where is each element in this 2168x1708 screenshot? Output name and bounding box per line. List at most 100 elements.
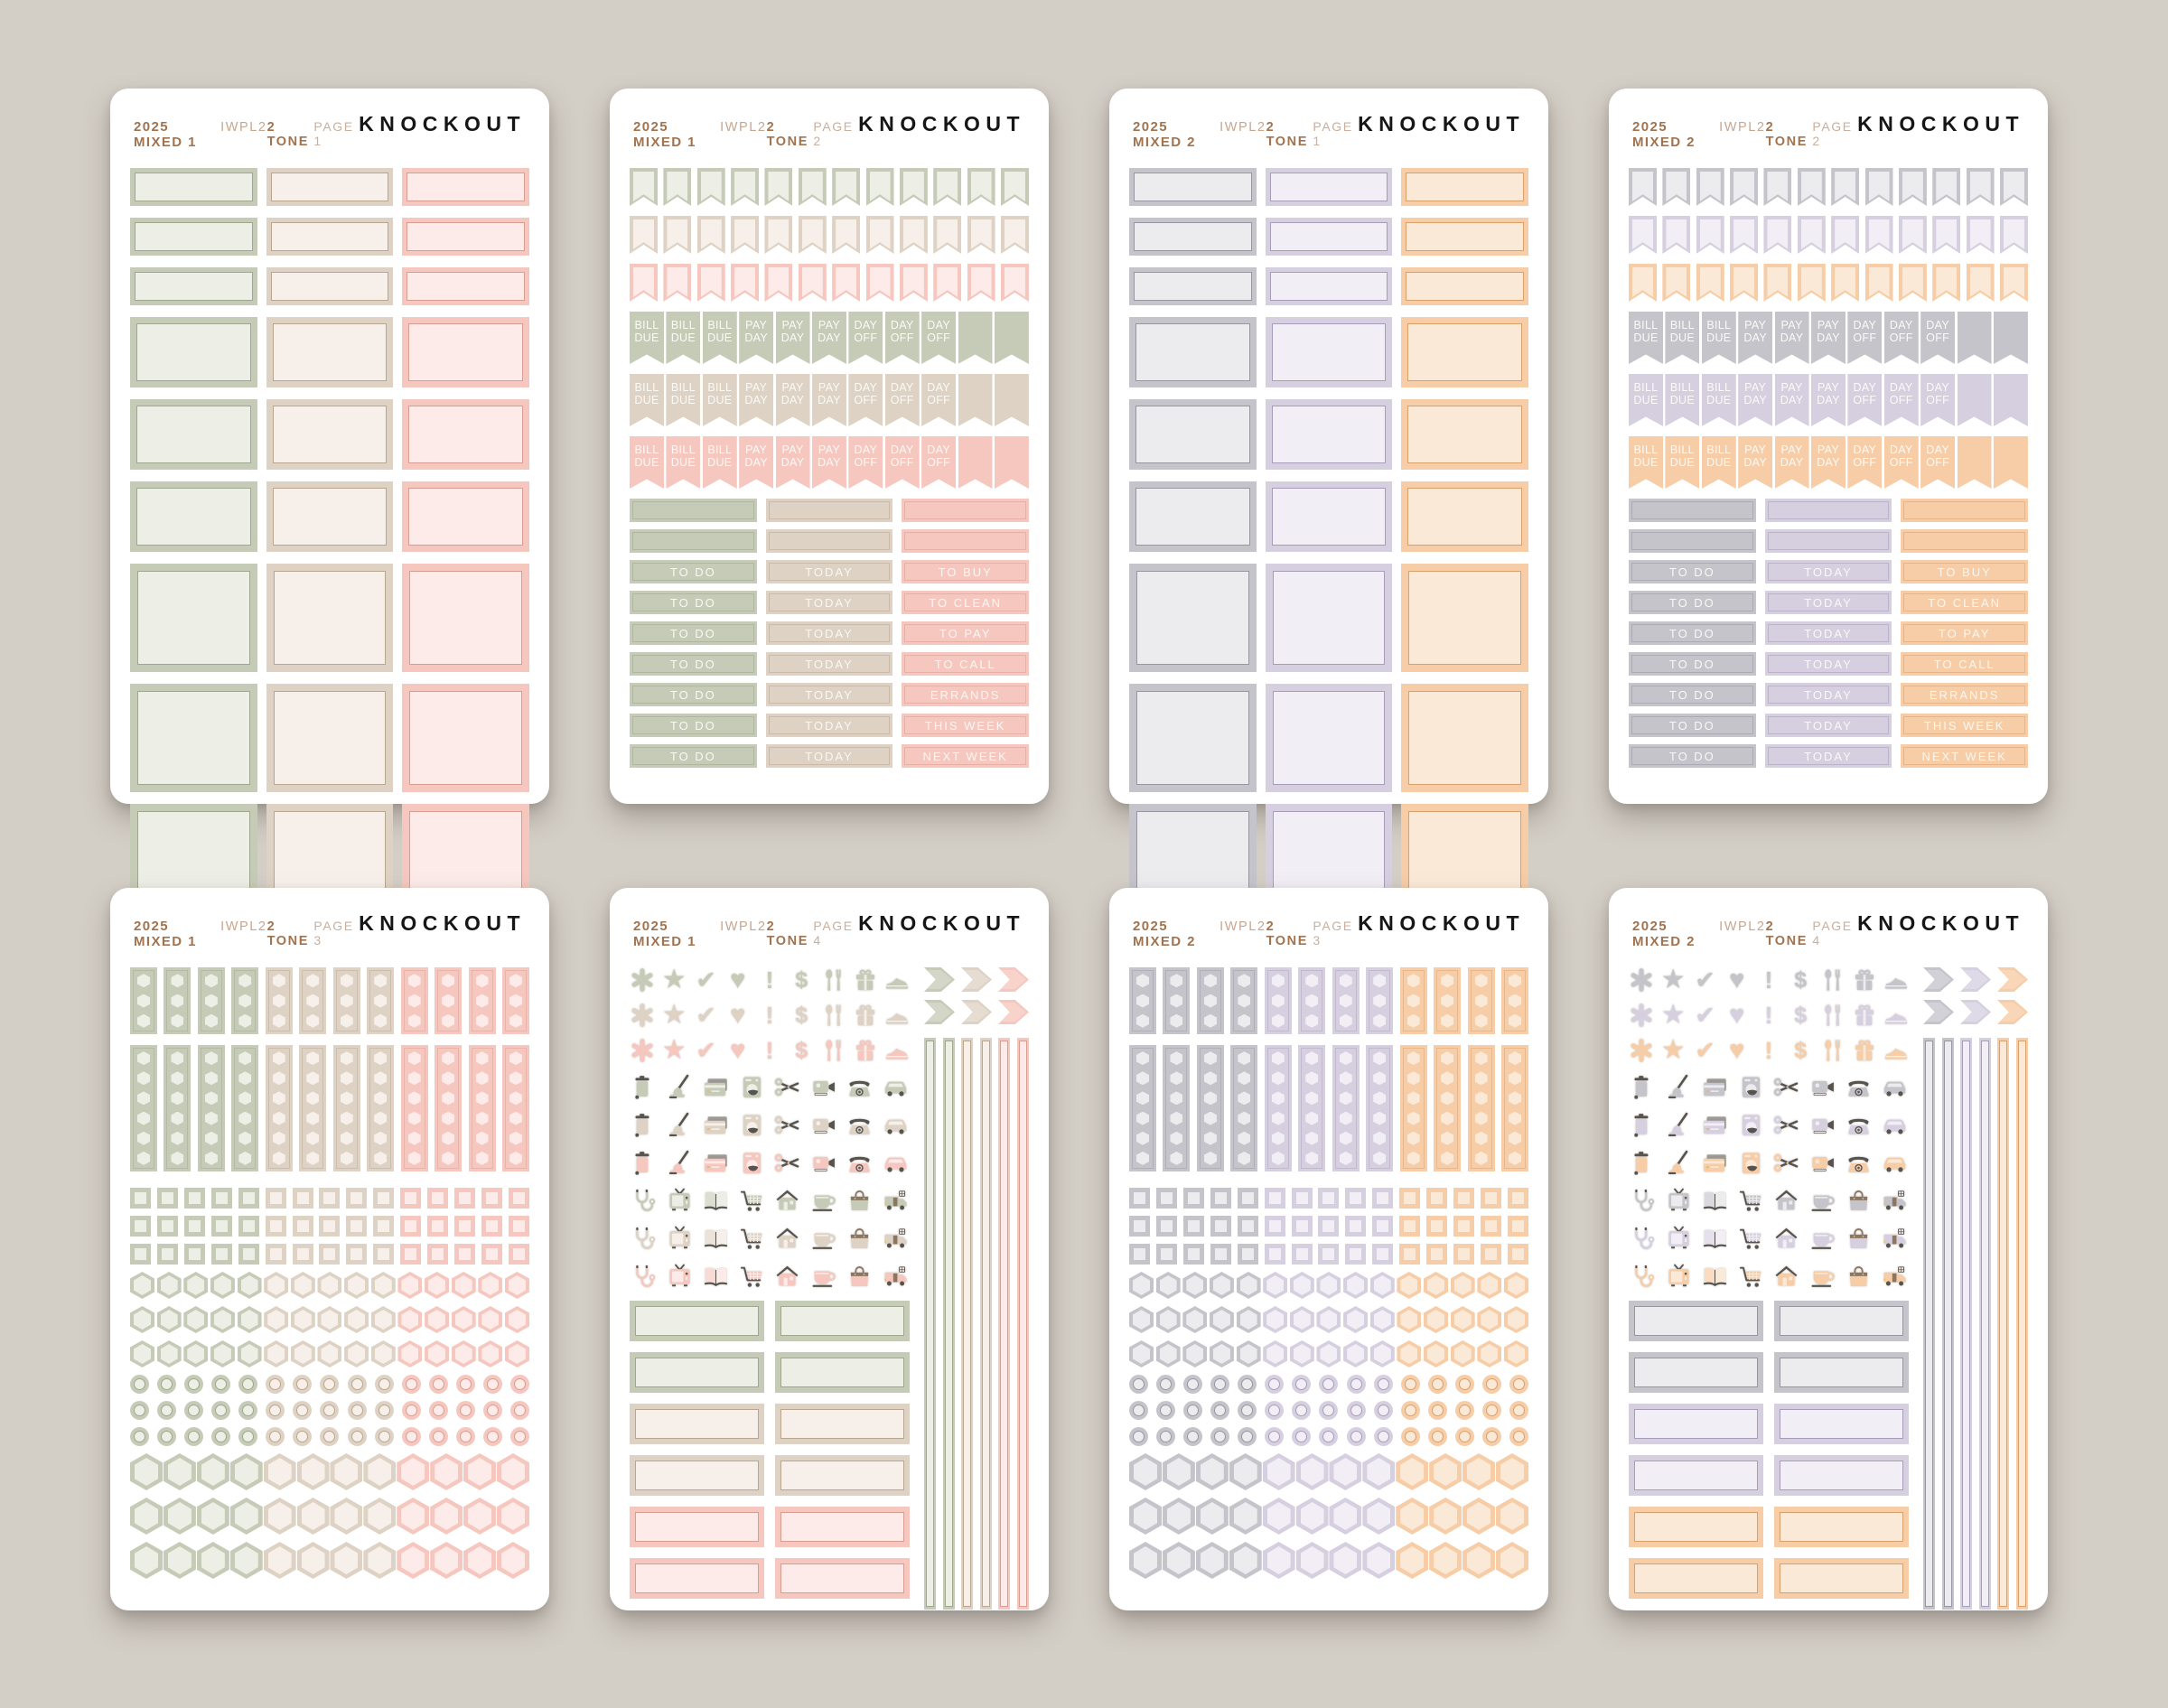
hex-dot	[1170, 1151, 1183, 1165]
chevron-fill	[927, 1003, 952, 1022]
star-icon: ★	[1660, 1035, 1686, 1065]
dot-strip-sticker	[367, 967, 395, 1034]
house-icon	[773, 1263, 801, 1291]
strip-fill	[1925, 1041, 1933, 1607]
big-hexagon-sticker	[397, 1542, 430, 1579]
circle-fill	[1322, 1405, 1335, 1416]
dot-strip-sticker	[332, 1045, 360, 1171]
square-fill	[1241, 1192, 1254, 1204]
hexagon-fill	[1293, 1310, 1311, 1330]
label-strip-sticker: TODAY	[765, 591, 893, 614]
flag-fill	[1632, 267, 1653, 297]
square-fill	[1377, 1248, 1389, 1260]
hex-dot	[1373, 1013, 1387, 1028]
hex-dot	[171, 1131, 184, 1145]
hexagon-fill	[481, 1275, 500, 1295]
flag-fill	[1699, 267, 1721, 297]
hex-dot	[1238, 994, 1251, 1008]
box-sticker	[402, 168, 530, 206]
hex-dot	[204, 994, 218, 1008]
hex-dot	[1238, 1111, 1251, 1125]
hexagon-sticker	[1182, 1306, 1208, 1333]
label-flag-sticker: BILL DUE	[666, 436, 701, 489]
sheet-sku: IWPL2	[220, 120, 267, 135]
utensils-icon	[1820, 967, 1846, 993]
sheet-collection: 2025 MIXED 1	[134, 919, 197, 949]
strip-inner	[632, 747, 754, 765]
telephone-icon	[1845, 1073, 1873, 1101]
big-hexagon-sticker	[363, 1453, 397, 1490]
trash-bin-icon	[1629, 1111, 1657, 1139]
flag-sticker	[1662, 264, 1691, 302]
tv-icon	[666, 1187, 694, 1215]
flag-label: PAY DAY	[1743, 443, 1768, 469]
dot-strip-row	[1129, 1045, 1528, 1171]
flag-sticker	[899, 168, 928, 206]
video-camera-icon	[1808, 1073, 1836, 1101]
hexagon-fill	[1293, 1275, 1311, 1295]
flag-fill	[1733, 219, 1755, 249]
hex-dot	[1305, 1111, 1319, 1125]
scissors-icon	[773, 1073, 801, 1101]
strip-sticker	[775, 1455, 910, 1496]
hex-dot	[1170, 994, 1183, 1008]
square-row	[130, 1216, 529, 1237]
flag-row	[1629, 264, 2028, 302]
square-fill	[1377, 1220, 1389, 1232]
dot-strip-sticker	[468, 967, 496, 1034]
telephone-icon	[846, 1111, 874, 1139]
big-hexagon-sticker	[1229, 1453, 1262, 1490]
sheet-body	[125, 168, 535, 924]
hex-dot	[1203, 1091, 1217, 1106]
big-hexagon-fill	[1266, 1502, 1291, 1530]
hexagon-sticker	[1236, 1272, 1261, 1299]
circle-fill	[1485, 1431, 1498, 1442]
credit-cards-icon	[1701, 1073, 1729, 1101]
coffee-cup-icon	[1808, 1263, 1836, 1291]
hexagon-row	[130, 1272, 529, 1299]
hex-dot	[1203, 1051, 1217, 1066]
big-hexagon-fill	[201, 1502, 225, 1530]
flag-sticker	[696, 168, 725, 206]
square-fill	[161, 1248, 173, 1260]
square-fill	[215, 1192, 228, 1204]
strip-outline	[1266, 970, 1289, 1031]
label-strip-sticker: TO CLEAN	[1901, 591, 2029, 614]
square-sticker	[400, 1216, 422, 1237]
strip-inner	[1903, 593, 2026, 611]
flag-sticker	[663, 216, 692, 254]
hex-dot	[1305, 1131, 1319, 1145]
circle-sticker	[266, 1375, 285, 1394]
circle-sticker	[509, 1375, 529, 1394]
hex-dot	[1474, 1151, 1488, 1165]
square-sticker	[346, 1216, 368, 1237]
strip-outline	[1266, 1048, 1289, 1169]
vacuum-icon	[666, 1073, 694, 1101]
label-strip-sticker: TO DO	[1629, 744, 1756, 768]
strip-fill	[1000, 1041, 1009, 1607]
flag-sticker	[764, 264, 793, 302]
hexagon-fill	[240, 1344, 258, 1364]
hexagon-sticker	[370, 1306, 396, 1333]
square-fill	[405, 1192, 417, 1204]
square-fill	[135, 1220, 146, 1232]
hex-dot	[374, 974, 388, 988]
flag-label: DAY OFF	[1889, 319, 1913, 344]
label-flag-sticker: DAY OFF	[848, 436, 883, 489]
strip-sticker	[630, 1507, 764, 1547]
vacuum-icon	[666, 1111, 694, 1139]
big-hexagon-sticker	[496, 1498, 529, 1535]
labeled-strip-row: TO DO TODAY THIS WEEK	[630, 714, 1030, 737]
labeled-strip-row: TO DO TODAY TO PAY	[630, 621, 1030, 645]
hexagon-sticker	[1289, 1272, 1314, 1299]
dot-strip-sticker	[1298, 1045, 1326, 1171]
trash-bin-icon	[630, 1073, 658, 1101]
square-fill	[269, 1192, 282, 1204]
vertical-strip-sticker	[998, 1038, 1011, 1610]
square-fill	[512, 1220, 525, 1232]
hex-dot	[407, 1131, 421, 1145]
big-hexagon-sticker	[1129, 1542, 1162, 1579]
coffee-cup-icon	[809, 1263, 837, 1291]
brand-logo: KNOCKOUT	[858, 911, 1025, 935]
star-icon: ★	[661, 1035, 687, 1065]
